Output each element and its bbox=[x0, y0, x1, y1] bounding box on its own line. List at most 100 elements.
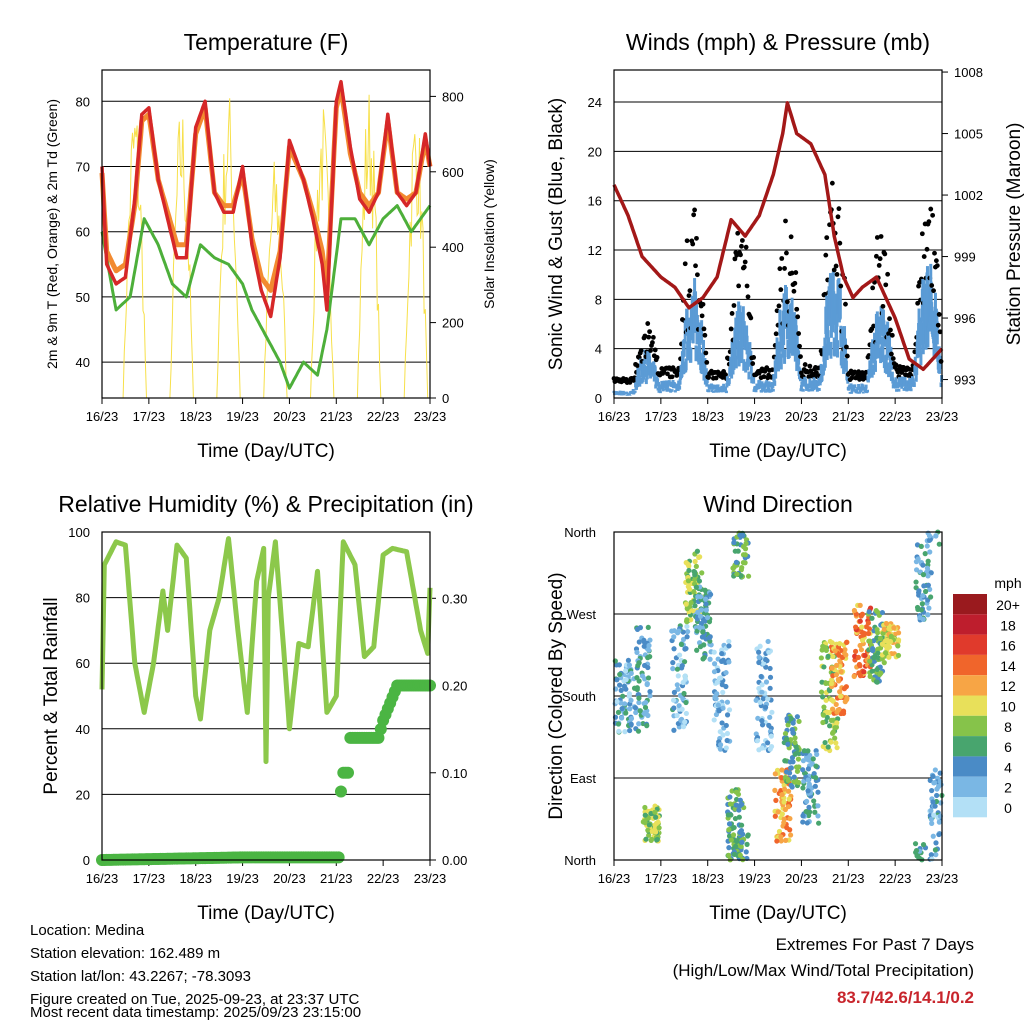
direction-point bbox=[699, 570, 705, 576]
colorbar-swatch bbox=[953, 797, 987, 818]
direction-point bbox=[838, 710, 844, 717]
gust-point bbox=[695, 272, 700, 278]
gust-point bbox=[654, 354, 660, 360]
direction-point bbox=[820, 719, 826, 726]
gust-point bbox=[761, 374, 767, 380]
direction-point bbox=[647, 654, 653, 660]
direction-point bbox=[778, 834, 784, 840]
direction-point bbox=[653, 814, 659, 820]
direction-point bbox=[687, 586, 693, 592]
x-tick-label: 16/23 bbox=[598, 409, 631, 424]
direction-point bbox=[684, 623, 690, 630]
direction-point bbox=[927, 586, 933, 592]
direction-point bbox=[782, 758, 788, 764]
direction-point bbox=[776, 828, 783, 835]
direction-point bbox=[717, 746, 724, 752]
direction-point bbox=[728, 837, 734, 843]
direction-point bbox=[635, 728, 642, 734]
direction-point bbox=[645, 827, 651, 833]
x-tick-label: 18/23 bbox=[179, 409, 212, 424]
y-tick-label: North bbox=[564, 525, 596, 540]
colorbar-label: 14 bbox=[1000, 658, 1016, 674]
gust-point bbox=[871, 323, 876, 329]
direction-point bbox=[742, 560, 748, 566]
direction-point bbox=[739, 564, 745, 571]
direction-point bbox=[628, 670, 634, 676]
direction-point bbox=[730, 832, 737, 838]
precip-point bbox=[342, 766, 354, 779]
direction-point bbox=[753, 697, 759, 703]
direction-point bbox=[925, 582, 931, 588]
gust-point bbox=[704, 360, 710, 365]
direction-point bbox=[767, 665, 773, 672]
direction-point bbox=[756, 747, 762, 753]
direction-point bbox=[711, 661, 718, 667]
direction-point bbox=[927, 549, 933, 555]
direction-point bbox=[791, 774, 797, 780]
direction-point bbox=[815, 789, 821, 795]
direction-point bbox=[775, 809, 781, 815]
direction-point bbox=[685, 561, 691, 567]
direction-point bbox=[877, 635, 884, 641]
gust-point bbox=[701, 326, 707, 332]
direction-point bbox=[842, 647, 848, 653]
direction-point bbox=[825, 653, 831, 659]
colorbar-label: 18 bbox=[1000, 617, 1016, 633]
direction-point bbox=[726, 833, 733, 839]
colorbar-label: 0 bbox=[1004, 800, 1012, 816]
gust-point bbox=[739, 238, 745, 243]
colorbar-swatch bbox=[953, 654, 987, 676]
direction-point bbox=[639, 673, 646, 679]
direction-point bbox=[794, 750, 800, 756]
direction-point bbox=[694, 628, 700, 634]
direction-point bbox=[711, 717, 717, 723]
gust-point bbox=[665, 371, 670, 377]
direction-point bbox=[769, 709, 775, 715]
colorbar-title: mph bbox=[994, 575, 1021, 591]
direction-point bbox=[733, 789, 739, 795]
gust-point bbox=[888, 327, 893, 333]
gust-point bbox=[731, 303, 737, 308]
gust-point bbox=[738, 252, 743, 258]
direction-point bbox=[815, 803, 821, 809]
direction-point bbox=[737, 797, 743, 803]
direction-point bbox=[736, 814, 742, 820]
y2-tick-label: 1002 bbox=[954, 188, 983, 203]
direction-point bbox=[685, 629, 691, 635]
precip-point bbox=[332, 851, 345, 864]
gust-point bbox=[745, 294, 751, 300]
gust-point bbox=[837, 240, 843, 246]
gust-point bbox=[889, 332, 895, 338]
direction-point bbox=[763, 679, 770, 685]
direction-point bbox=[737, 803, 743, 809]
direction-point bbox=[615, 721, 622, 727]
direction-point bbox=[827, 723, 833, 729]
colorbar-swatch bbox=[953, 675, 987, 696]
gust-point bbox=[729, 311, 735, 316]
direction-point bbox=[615, 709, 622, 715]
x-tick-label: 22/23 bbox=[879, 871, 912, 886]
direction-point bbox=[617, 682, 623, 688]
plot-frame bbox=[613, 531, 943, 861]
direction-point bbox=[674, 666, 681, 672]
y-tick-label: 24 bbox=[588, 95, 602, 110]
direction-point bbox=[714, 679, 720, 685]
direction-point bbox=[819, 679, 825, 685]
direction-point bbox=[756, 649, 762, 655]
y2-tick-label: 0.00 bbox=[442, 853, 467, 868]
direction-point bbox=[874, 609, 881, 615]
colorbar-swatch bbox=[953, 756, 987, 777]
x-tick-label: 21/23 bbox=[320, 409, 353, 424]
direction-point bbox=[879, 641, 885, 647]
x-tick-label: 18/23 bbox=[691, 409, 724, 424]
direction-point bbox=[724, 712, 731, 718]
direction-point bbox=[875, 650, 881, 656]
direction-point bbox=[646, 642, 652, 649]
direction-point bbox=[680, 636, 687, 643]
x-axis-label: Time (Day/UTC) bbox=[197, 903, 335, 924]
x-tick-label: 20/23 bbox=[273, 409, 306, 424]
direction-point bbox=[792, 739, 798, 746]
direction-point bbox=[628, 721, 634, 727]
direction-point bbox=[810, 756, 816, 762]
direction-point bbox=[733, 802, 739, 808]
